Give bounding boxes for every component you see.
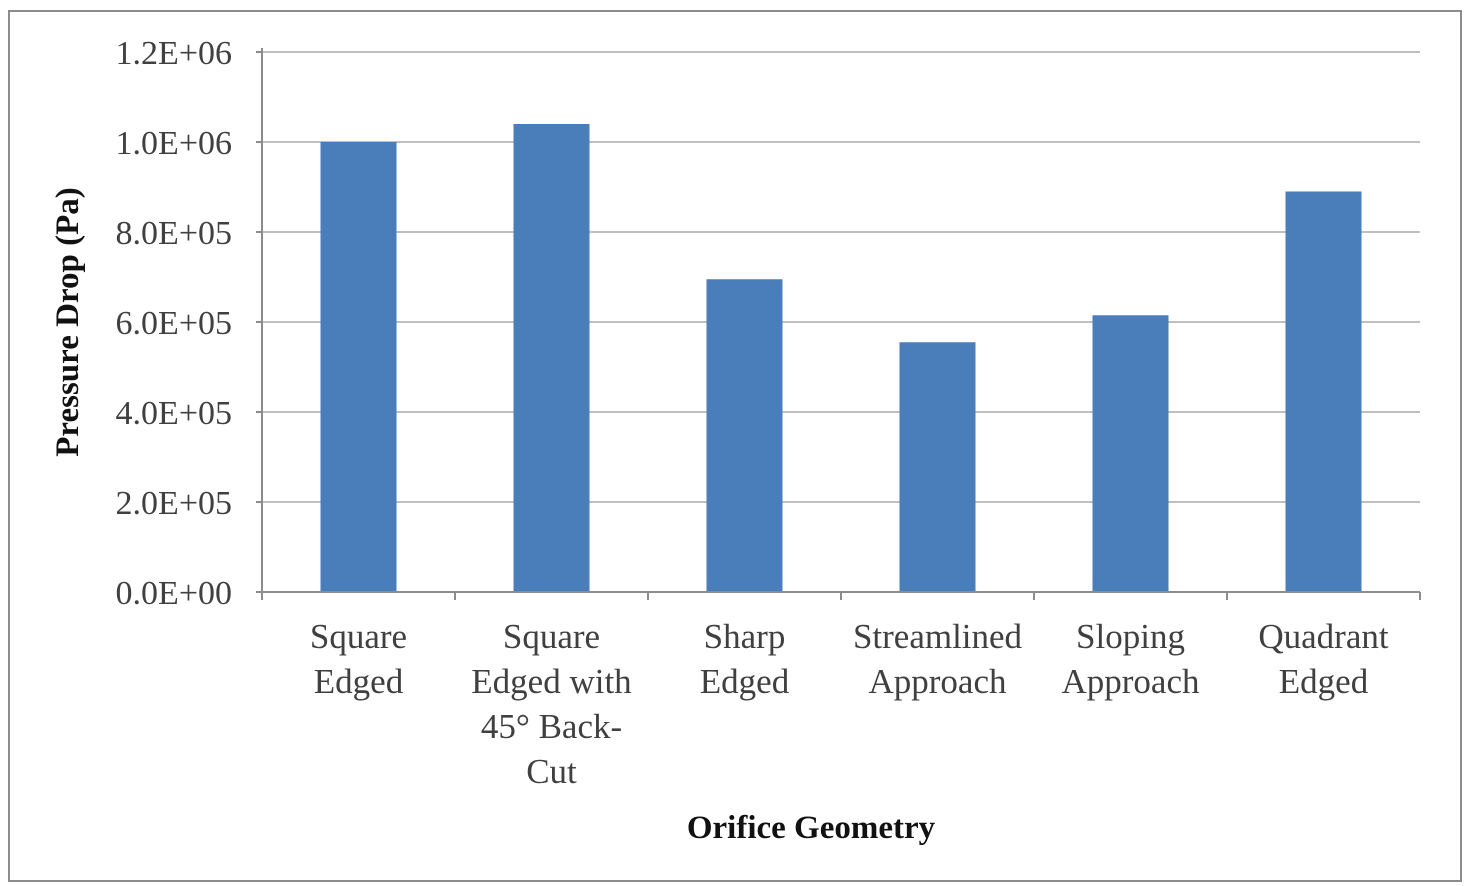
bars: [320, 124, 1362, 592]
bar: [899, 342, 976, 592]
x-category-label: Streamlined: [853, 617, 1023, 656]
y-tick-label: 1.2E+06: [116, 35, 232, 72]
bar: [1285, 191, 1362, 592]
x-category-label: Sharp: [704, 617, 786, 656]
x-category-label: Edged with: [471, 662, 632, 701]
x-category-label: Approach: [1061, 662, 1200, 701]
x-axis-title: Orifice Geometry: [687, 810, 936, 846]
x-category-label: Edged: [314, 662, 404, 701]
y-tick-label: 4.0E+05: [116, 395, 232, 432]
bar: [706, 279, 783, 592]
y-tick-label: 0.0E+00: [116, 575, 232, 612]
gridlines: [256, 51, 1420, 593]
bar: [513, 124, 590, 592]
y-tick-label: 2.0E+05: [116, 485, 232, 522]
x-category-label: 45° Back-: [481, 707, 622, 746]
y-tick-label: 1.0E+06: [116, 125, 232, 162]
y-tick-label: 8.0E+05: [116, 215, 232, 252]
bar: [1092, 315, 1169, 592]
x-category-label: Edged: [1279, 662, 1369, 701]
y-tick-label: 6.0E+05: [116, 305, 232, 342]
x-category-labels: Square Edged Square Edged with 45° Back- Cut S…: [310, 617, 1389, 791]
x-category-label: Square: [503, 617, 600, 656]
x-category-label: Cut: [526, 752, 577, 791]
x-category-label: Sloping: [1076, 617, 1185, 656]
x-category-label: Square: [310, 617, 407, 656]
x-category-label: Approach: [868, 662, 1007, 701]
x-category-label: Edged: [700, 662, 790, 701]
y-tick-labels: 0.0E+00 2.0E+05 4.0E+05 6.0E+05 8.0E+05 1.0E+…: [116, 35, 232, 612]
bar: [320, 142, 397, 592]
x-category-label: Quadrant: [1258, 617, 1389, 656]
y-axis-title: Pressure Drop (Pa): [50, 187, 86, 456]
axes: [261, 48, 1421, 600]
